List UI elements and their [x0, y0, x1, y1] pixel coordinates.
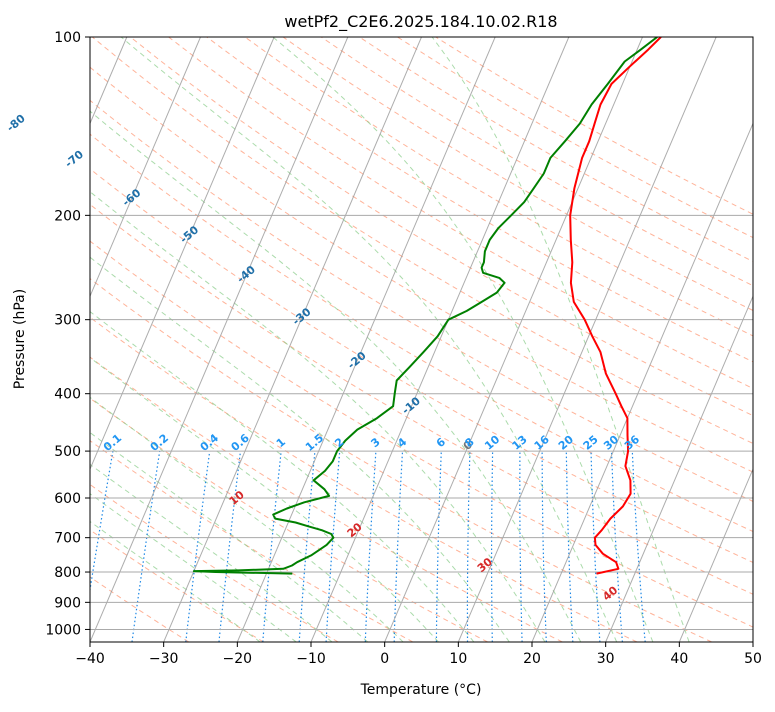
x-tick-label: 30 — [597, 651, 615, 667]
x-tick-label: 20 — [523, 651, 541, 667]
x-tick-label: 50 — [744, 651, 762, 667]
x-tick-label: 40 — [670, 651, 688, 667]
x-tick-label: 10 — [449, 651, 467, 667]
y-tick-label: 1000 — [45, 622, 81, 638]
y-tick-label: 600 — [54, 491, 81, 507]
x-tick-label: 0 — [380, 651, 389, 667]
y-axis-title: Pressure (hPa) — [12, 289, 28, 389]
y-tick-label: 400 — [54, 387, 81, 403]
y-tick-label: 200 — [54, 208, 81, 224]
y-tick-label: 900 — [54, 595, 81, 611]
chart-title: wetPf2_C2E6.2025.184.10.02.R18 — [284, 12, 557, 32]
x-tick-label: −40 — [75, 651, 105, 667]
y-tick-label: 300 — [54, 313, 81, 329]
y-tick-label: 500 — [54, 444, 81, 460]
x-axis-title: Temperature (°C) — [360, 682, 482, 698]
x-tick-label: −10 — [296, 651, 326, 667]
y-tick-label: 700 — [54, 531, 81, 547]
x-tick-label: −20 — [223, 651, 253, 667]
x-tick-label: −30 — [149, 651, 179, 667]
y-tick-label: 800 — [54, 565, 81, 581]
y-tick-label: 100 — [54, 30, 81, 46]
